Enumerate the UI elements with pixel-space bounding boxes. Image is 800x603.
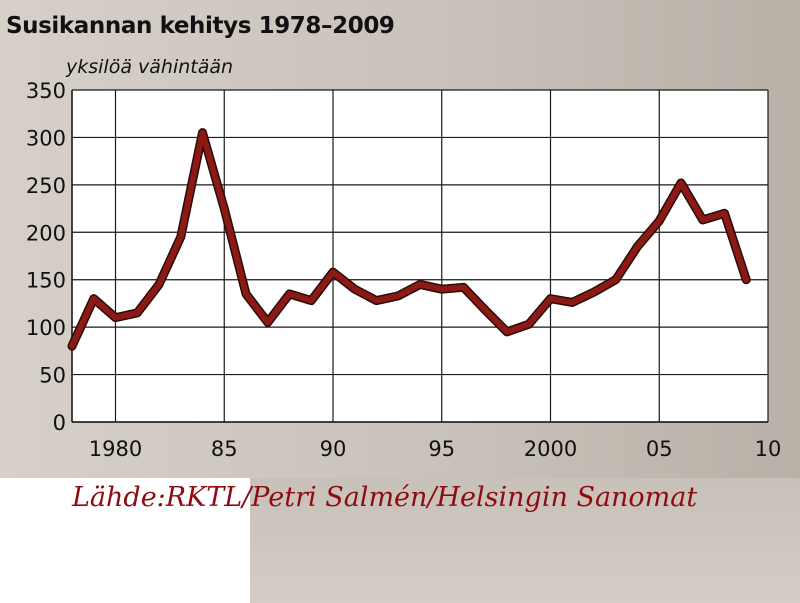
series-line xyxy=(67,128,751,351)
data-point xyxy=(243,291,249,297)
x-axis-ticks: 1980 85 90 95 2000 05 10 xyxy=(89,437,782,461)
data-point xyxy=(678,180,684,186)
line-chart: 0 50 100 150 200 250 300 350 1980 85 90 95 2000 05 10 xyxy=(26,79,782,461)
scan-background xyxy=(250,478,800,603)
y-tick-label: 0 xyxy=(53,411,66,435)
y-tick-label: 50 xyxy=(39,364,66,388)
data-point xyxy=(396,293,401,299)
y-axis-label: yksilöä vähintään xyxy=(66,56,234,78)
data-point xyxy=(635,244,640,249)
data-point xyxy=(439,287,444,292)
series-line-path xyxy=(69,129,750,350)
chart-title: Susikannan kehitys 1978–2009 xyxy=(6,13,395,39)
data-point xyxy=(591,289,597,295)
data-point xyxy=(330,269,336,275)
data-point xyxy=(722,211,727,216)
y-tick-label: 100 xyxy=(26,316,66,340)
y-axis-ticks: 0 50 100 150 200 250 300 350 xyxy=(26,79,66,435)
data-point xyxy=(613,277,618,282)
x-tick-label: 1980 xyxy=(89,437,142,461)
data-point xyxy=(178,234,183,240)
x-tick-label: 95 xyxy=(428,437,455,461)
data-point xyxy=(113,315,118,320)
data-point xyxy=(309,298,314,303)
data-point xyxy=(156,282,162,287)
data-point xyxy=(744,277,749,282)
data-point xyxy=(417,282,423,287)
data-point xyxy=(548,296,553,301)
data-point xyxy=(483,307,488,313)
x-tick-label: 10 xyxy=(755,437,782,461)
data-point xyxy=(91,296,96,301)
data-point xyxy=(374,298,379,303)
data-point xyxy=(570,300,575,305)
y-tick-label: 150 xyxy=(26,269,66,293)
y-tick-label: 250 xyxy=(26,174,66,198)
data-point xyxy=(287,291,292,297)
data-point xyxy=(222,206,227,211)
data-point xyxy=(265,320,270,325)
data-point xyxy=(504,329,510,335)
data-point xyxy=(69,343,75,349)
data-point xyxy=(526,322,531,327)
x-tick-label: 85 xyxy=(211,437,238,461)
data-point xyxy=(461,285,466,290)
data-point xyxy=(200,130,205,135)
x-tick-label: 05 xyxy=(646,437,673,461)
data-point xyxy=(700,217,705,223)
y-tick-label: 350 xyxy=(26,79,66,103)
x-tick-label: 90 xyxy=(320,437,347,461)
x-tick-label: 2000 xyxy=(524,437,577,461)
data-point xyxy=(657,218,662,224)
y-tick-label: 300 xyxy=(26,126,66,150)
y-tick-label: 200 xyxy=(26,221,66,245)
source-credit: Lähde:RKTL/Petri Salmén/Helsingin Sanoma… xyxy=(72,482,698,513)
plot-area xyxy=(72,90,768,422)
data-point xyxy=(135,310,140,316)
caption-background xyxy=(0,478,250,603)
data-point xyxy=(352,287,357,292)
